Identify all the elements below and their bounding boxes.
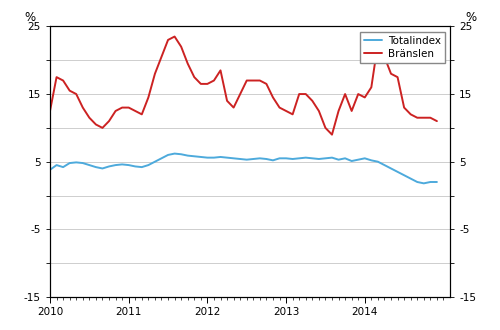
Totalindex (434, 180, 440, 184)
Bränslen (172, 35, 177, 39)
Bränslen (434, 119, 440, 123)
Totalindex (172, 151, 177, 155)
Bränslen (112, 109, 118, 113)
Bränslen (158, 55, 164, 59)
Text: %: % (24, 11, 35, 24)
Totalindex (296, 156, 302, 160)
Text: %: % (465, 11, 476, 24)
Bränslen (146, 95, 152, 99)
Line: Bränslen: Bränslen (50, 37, 437, 135)
Bränslen (329, 133, 335, 137)
Bränslen (47, 109, 53, 113)
Totalindex (146, 163, 152, 167)
Totalindex (184, 154, 190, 158)
Totalindex (421, 182, 427, 185)
Line: Totalindex: Totalindex (50, 153, 437, 183)
Totalindex (112, 163, 118, 167)
Legend: Totalindex, Bränslen: Totalindex, Bränslen (360, 32, 445, 63)
Totalindex (47, 168, 53, 172)
Totalindex (158, 156, 164, 160)
Bränslen (178, 45, 184, 49)
Bränslen (184, 62, 190, 66)
Bränslen (296, 92, 302, 96)
Totalindex (178, 152, 184, 156)
